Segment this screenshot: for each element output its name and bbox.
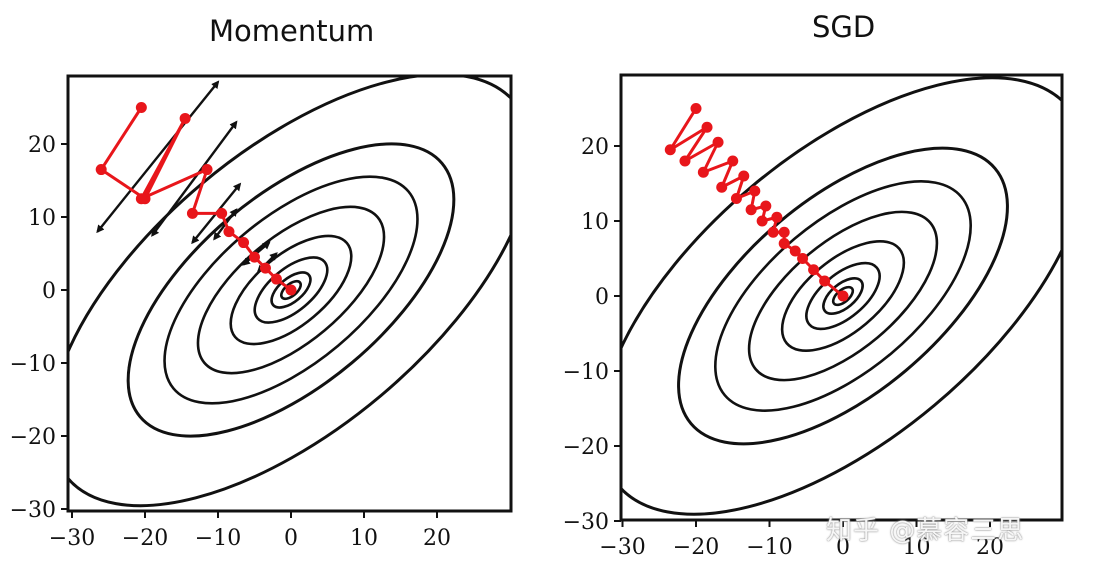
momentum-x-tick-label: −30 <box>49 526 95 551</box>
sgd-path-point <box>778 238 790 249</box>
sgd-y-tick-label: −30 <box>563 510 609 535</box>
momentum-contour-line <box>163 175 419 405</box>
sgd-contour-line <box>621 76 1062 516</box>
momentum-x-tick-label: 10 <box>350 526 378 551</box>
sgd-path-point <box>664 144 676 156</box>
momentum-contour-line <box>270 271 312 309</box>
momentum-y-tick-label: 10 <box>28 206 56 231</box>
momentum-y-tick-label: −20 <box>10 425 56 450</box>
momentum-x-tick-label: −20 <box>122 526 168 551</box>
sgd-path-point <box>679 155 691 167</box>
sgd-x-tick-label: 0 <box>836 535 850 560</box>
momentum-path-point <box>270 273 282 285</box>
sgd-contour-line <box>780 239 906 353</box>
sgd-path-point <box>738 170 750 182</box>
sgd-path-point <box>730 193 742 204</box>
sgd-path-point <box>760 200 772 212</box>
sgd-path-point <box>797 253 809 264</box>
momentum-path-point <box>135 193 147 205</box>
sgd-x-tick-label: −30 <box>599 535 645 560</box>
momentum-y-tick-label: 0 <box>42 279 56 304</box>
momentum-path-point <box>95 164 107 176</box>
sgd-path-point <box>727 155 739 167</box>
sgd-chart-title: SGD <box>812 10 876 44</box>
momentum-x-tick-label: 0 <box>284 526 298 551</box>
momentum-path-point <box>259 262 271 274</box>
momentum-path-point <box>223 226 235 238</box>
sgd-x-tick-label: 10 <box>903 535 931 560</box>
sgd-path-point <box>697 166 709 178</box>
sgd-path-point <box>778 226 790 238</box>
momentum-x-tick-label: 20 <box>423 526 451 551</box>
momentum-path-point <box>201 164 213 176</box>
sgd-y-tick-label: 20 <box>581 135 609 160</box>
sgd-y-tick-label: 10 <box>581 210 609 235</box>
sgd-path-point <box>756 215 768 227</box>
sgd-path-point <box>701 121 713 133</box>
sgd-path-point <box>749 185 761 197</box>
momentum-plot-frame <box>66 74 513 513</box>
momentum-gradient-arrow <box>151 120 238 237</box>
sgd-y-tick-label: −20 <box>563 435 609 460</box>
sgd-contour-line <box>822 277 864 315</box>
sgd-plot-frame <box>619 73 1064 522</box>
momentum-plot-area <box>68 76 511 508</box>
sgd-contour-line <box>747 210 939 382</box>
momentum-path-point <box>238 237 250 249</box>
momentum-path-point <box>179 112 191 124</box>
momentum-x-tick-label: −10 <box>195 526 241 551</box>
sgd-path-point <box>745 204 757 216</box>
sgd-contour-line <box>714 180 972 412</box>
momentum-path-point <box>135 102 147 113</box>
momentum-chart-title: Momentum <box>209 14 375 48</box>
watermark-text: 知乎 @慕容三思 <box>826 516 1025 546</box>
sgd-path-point <box>712 136 724 148</box>
sgd-path-point <box>767 226 779 238</box>
momentum-path-point <box>186 207 198 219</box>
momentum-path-point <box>285 284 297 296</box>
sgd-y-tick-label: 0 <box>595 285 609 310</box>
sgd-path-point <box>789 245 801 257</box>
momentum-path-point <box>249 251 260 263</box>
sgd-x-tick-label: 20 <box>976 535 1004 560</box>
sgd-path-point <box>716 181 728 193</box>
sgd-path-point <box>771 211 783 223</box>
sgd-path-point <box>690 103 702 114</box>
momentum-path-point <box>216 207 228 219</box>
sgd-plot-area <box>621 76 1062 516</box>
momentum-y-tick-label: 20 <box>28 133 56 158</box>
sgd-x-tick-label: −10 <box>746 535 792 560</box>
momentum-y-tick-label: −30 <box>10 498 56 523</box>
momentum-y-tick-label: −10 <box>10 352 56 377</box>
sgd-path-point <box>819 275 831 287</box>
sgd-y-tick-label: −10 <box>563 360 609 385</box>
sgd-path-point <box>837 290 849 302</box>
sgd-path-point <box>808 264 820 276</box>
sgd-x-tick-label: −20 <box>673 535 719 560</box>
